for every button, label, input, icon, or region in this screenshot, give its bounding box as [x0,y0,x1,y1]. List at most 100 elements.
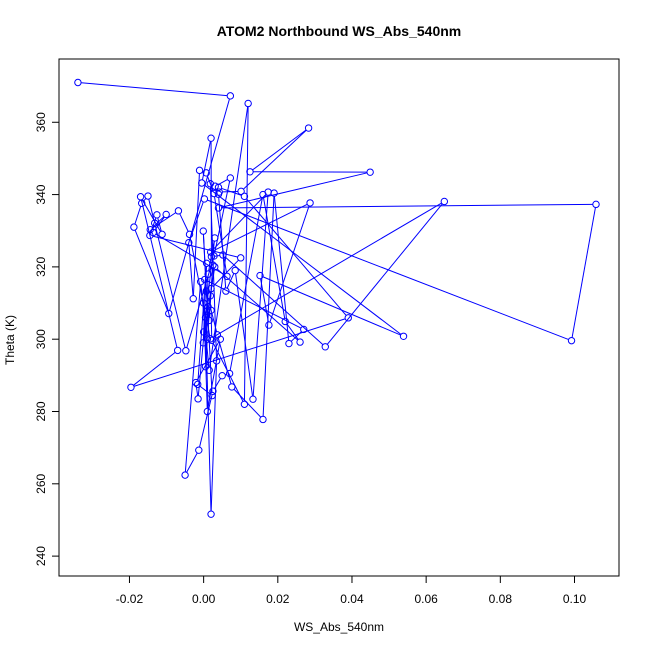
series-line-segment [140,199,178,348]
data-point [194,395,202,403]
data-point [206,248,215,256]
data-point [173,346,182,355]
series-line-segment [214,181,231,253]
data-point [181,471,189,479]
data-point [194,380,202,389]
series-line-segment [209,187,217,358]
data-point [300,325,308,334]
y-tick-label: 300 [34,329,48,349]
x-tick-label: 0.10 [563,592,587,606]
series-line-segment [148,199,155,220]
x-tick-label: 0.00 [192,592,216,606]
data-point [216,335,225,343]
data-point [246,168,254,176]
y-tick-label: 280 [34,401,48,421]
data-point [240,192,249,201]
data-point [344,314,352,322]
series-line-segment [134,230,168,311]
data-point [74,78,82,87]
y-tick-label: 320 [34,257,48,277]
series-line-segment [179,213,189,232]
data-point [440,197,449,206]
data-point [321,343,329,351]
series-line-segment [246,198,347,316]
series-line-segment [210,364,217,511]
data-point [304,124,313,132]
data-point [195,446,203,454]
series-line-segment [243,130,307,190]
data-point [203,335,212,343]
series-line-segment [204,184,402,335]
series-line-segment [81,82,227,97]
data-point [270,189,278,197]
series-line-segment [263,197,286,319]
data-point [165,309,173,318]
series-line-segment [286,323,299,340]
data-point [199,328,208,336]
series-line-segment [216,268,298,341]
data-point [204,302,212,311]
series-line-segment [205,320,212,511]
series-line-segment [153,235,238,258]
x-axis: -0.02 0.00 0.02 0.04 0.06 0.08 0.10 [116,575,587,606]
data-point [199,227,207,235]
data-point [199,299,208,307]
data-point [207,253,216,261]
data-point [226,174,235,182]
data-point [153,211,161,219]
data-point [209,387,217,395]
data-point [366,168,374,176]
series-line-segment [213,203,308,251]
data-point [202,169,210,177]
data-point [256,271,264,280]
data-point [218,372,226,380]
data-point [185,238,193,247]
data-point [201,275,209,284]
data-point [237,254,245,262]
chart-title: ATOM2 Northbound WS_Abs_540nm [217,23,462,39]
data-point [206,335,215,343]
data-point [162,210,170,219]
series-layer [74,78,600,518]
data-point [144,192,152,200]
data-point [567,336,576,345]
series-line-segment [207,342,221,409]
series-line-segment [169,99,230,311]
data-point [231,266,239,275]
series-line-segment [199,394,213,447]
series-line-segment [214,196,227,274]
data-point [199,339,207,347]
data-point [206,292,215,300]
data-point [226,92,235,100]
y-tick-label: 340 [34,184,48,204]
x-axis-label: WS_Abs_540nm [294,620,384,634]
series-line-segment [134,318,346,387]
y-tick-label: 360 [34,112,48,132]
data-point [306,199,314,207]
series-line-segment [262,196,275,417]
data-point [219,251,227,259]
y-axis: 240 260 280 300 320 340 360 [34,112,60,566]
data-point [204,270,212,278]
series-line-segment [201,141,211,180]
data-point [223,272,231,280]
series-line-segment [184,285,201,472]
series-line-segment [218,197,227,288]
data-point [201,313,210,322]
series-line-segment [202,234,207,288]
series-line-segment [210,313,213,337]
series-line-segment [155,226,186,348]
y-tick-label: 240 [34,546,48,566]
data-point [182,347,190,355]
y-tick-label: 260 [34,473,48,493]
data-point [237,187,245,196]
data-point [136,193,145,201]
series-line-segment [252,129,307,171]
data-point [211,263,219,271]
data-point [214,204,223,212]
series-line-segment [252,195,269,396]
data-point [240,400,249,408]
series-line-segment [571,207,596,338]
data-point [198,179,206,187]
